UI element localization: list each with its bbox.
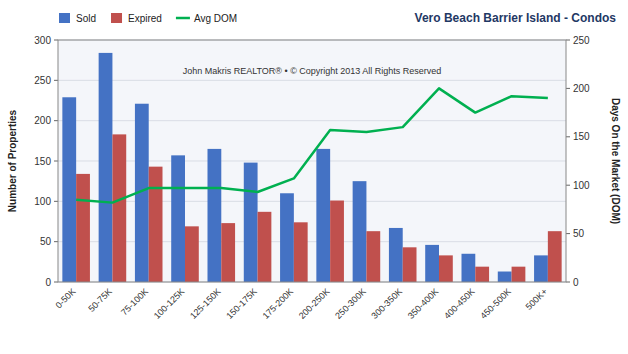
- tick-label: 75-100K: [119, 286, 150, 317]
- tick-label: 400-450K: [442, 286, 477, 321]
- plot-area: [58, 40, 566, 282]
- tick-label: 250: [34, 75, 51, 86]
- tick-label: 150: [34, 156, 51, 167]
- bar: [99, 53, 113, 282]
- bar: [149, 167, 163, 282]
- tick-label: 0: [573, 277, 579, 288]
- legend-swatch: [59, 13, 70, 23]
- axis-label: Number of Properties: [7, 109, 18, 212]
- tick: [566, 136, 570, 137]
- bar: [425, 245, 439, 282]
- bar: [294, 222, 308, 282]
- legend-swatch: [111, 13, 122, 23]
- tick: [566, 233, 570, 234]
- tick-label: 150: [573, 131, 590, 142]
- tick: [54, 201, 58, 202]
- bar: [389, 228, 403, 282]
- legend-label: Sold: [76, 13, 96, 24]
- tick-label: 0-50K: [53, 286, 77, 310]
- tick: [54, 241, 58, 242]
- tick-label: 50-75K: [86, 286, 114, 314]
- bar: [534, 255, 548, 282]
- bar: [316, 149, 330, 282]
- tick-label: 350-400K: [406, 286, 441, 321]
- bar: [171, 155, 185, 282]
- grid-line: [58, 241, 566, 242]
- grid-line: [58, 201, 566, 202]
- tick: [566, 40, 570, 41]
- tick-label: 150-175K: [224, 286, 259, 321]
- tick-label: 50: [40, 236, 52, 247]
- bar: [76, 174, 90, 282]
- tick: [54, 161, 58, 162]
- tick-label: 200: [573, 83, 590, 94]
- tick-label: 200-250K: [297, 286, 332, 321]
- axis-label: Days On the Market (DOM): [610, 98, 621, 224]
- tick-label: 200: [34, 115, 51, 126]
- tick-label: 450-500K: [478, 286, 513, 321]
- bar: [221, 223, 235, 282]
- tick-label: 250: [573, 35, 590, 46]
- bar: [112, 134, 126, 282]
- marks: [62, 53, 561, 282]
- bar: [403, 247, 417, 282]
- annotation: John Makris REALTOR® • © Copyright 2013 …: [183, 66, 442, 76]
- bar: [439, 255, 453, 282]
- tick-label: 300-350K: [369, 286, 404, 321]
- tick-label: 0: [45, 277, 51, 288]
- tick-label: 100: [34, 196, 51, 207]
- tick-label: 50: [573, 228, 585, 239]
- bar: [353, 181, 367, 282]
- tick: [566, 88, 570, 89]
- bar: [475, 267, 489, 282]
- plot-frame: [58, 40, 566, 282]
- bar: [548, 231, 562, 282]
- line: [76, 88, 548, 202]
- chart: 0 50 100 150 200 250 300 0 50 100 150 200 250 0-50K 50…: [0, 0, 628, 354]
- tick: [54, 80, 58, 81]
- tick-label: 100-125K: [152, 286, 187, 321]
- bar: [258, 212, 272, 282]
- tick: [566, 185, 570, 186]
- bar: [280, 193, 294, 282]
- bar: [498, 272, 512, 282]
- tick-label: 100: [573, 180, 590, 191]
- legend-label: Expired: [128, 13, 162, 24]
- bar: [330, 201, 344, 282]
- bar: [185, 226, 199, 282]
- tick-label: 250-300K: [333, 286, 368, 321]
- title: Vero Beach Barrier Island - Condos: [415, 11, 617, 25]
- bar: [366, 231, 380, 282]
- grid-line: [58, 161, 566, 162]
- tick-label: 500K+: [524, 286, 550, 312]
- tick-label: 175-200K: [261, 286, 296, 321]
- tick: [566, 282, 570, 283]
- bar: [244, 163, 258, 282]
- bar: [207, 149, 221, 282]
- grid-line: [58, 80, 566, 81]
- legend-label: Avg DOM: [194, 13, 237, 24]
- tick: [54, 120, 58, 121]
- bar: [461, 254, 475, 282]
- tick-label: 300: [34, 35, 51, 46]
- tick: [54, 282, 58, 283]
- grid-line: [58, 120, 566, 121]
- tick-label: 125-150K: [188, 286, 223, 321]
- bar: [512, 267, 526, 282]
- legend-swatch: [176, 17, 190, 20]
- tick: [54, 40, 58, 41]
- bar: [62, 97, 76, 282]
